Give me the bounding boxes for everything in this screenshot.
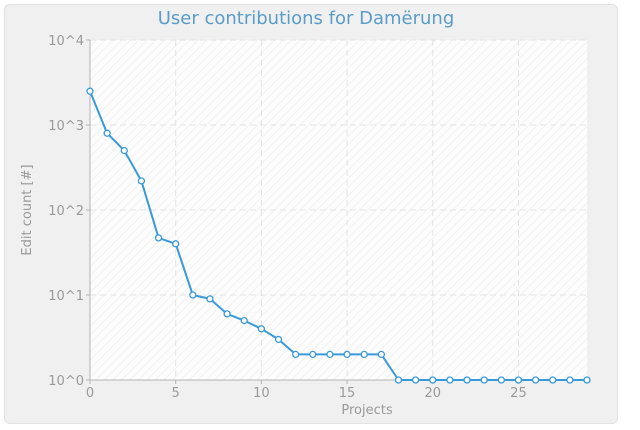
y-tick-label: 10^2 <box>48 204 84 219</box>
y-tick-label: 10^0 <box>48 374 84 389</box>
data-point <box>86 87 94 95</box>
data-point <box>394 376 403 384</box>
y-tick-label: 10^4 <box>48 34 84 49</box>
x-tick-label: 20 <box>424 386 441 401</box>
data-point <box>309 350 317 359</box>
x-tick-label: 15 <box>339 386 356 401</box>
y-tick-labels: 10^0 10^1 10^2 10^3 10^4 <box>48 34 90 389</box>
data-point <box>583 376 591 384</box>
data-point <box>189 291 197 299</box>
y-tick-label: 10^1 <box>48 289 84 304</box>
chart-title: User contributions for Damërung <box>157 8 455 29</box>
y-tick-label: 10^3 <box>48 119 84 134</box>
data-point <box>274 335 283 344</box>
x-tick-label: 0 <box>86 386 94 401</box>
data-point <box>292 350 300 359</box>
x-tick-label: 5 <box>172 386 180 401</box>
data-point <box>446 376 454 384</box>
data-point <box>360 350 368 359</box>
x-tick-label: 25 <box>510 386 527 401</box>
data-point <box>480 376 488 384</box>
x-tick-labels: 0 5 10 15 20 25 <box>86 380 527 401</box>
data-point <box>257 325 266 333</box>
data-point <box>206 295 214 303</box>
data-point <box>120 146 128 155</box>
data-point <box>549 376 557 384</box>
x-tick-label: 10 <box>253 386 270 401</box>
data-point <box>429 376 437 384</box>
data-point <box>172 240 180 248</box>
data-point <box>326 350 334 359</box>
data-point <box>566 376 574 384</box>
data-point <box>343 350 351 359</box>
data-point <box>463 376 471 384</box>
data-point <box>154 234 163 242</box>
data-point <box>411 376 420 384</box>
data-point <box>240 316 248 325</box>
gridlines <box>90 39 587 380</box>
series-edit-count <box>86 87 591 384</box>
x-axis-label: Projects <box>341 403 392 418</box>
y-axis-label: Edit count [#] <box>20 164 35 255</box>
data-point <box>514 376 523 384</box>
data-point <box>223 310 231 318</box>
data-point <box>531 376 540 384</box>
data-point <box>377 350 385 359</box>
data-point <box>103 129 111 137</box>
data-point <box>497 376 505 384</box>
data-point <box>137 177 146 185</box>
